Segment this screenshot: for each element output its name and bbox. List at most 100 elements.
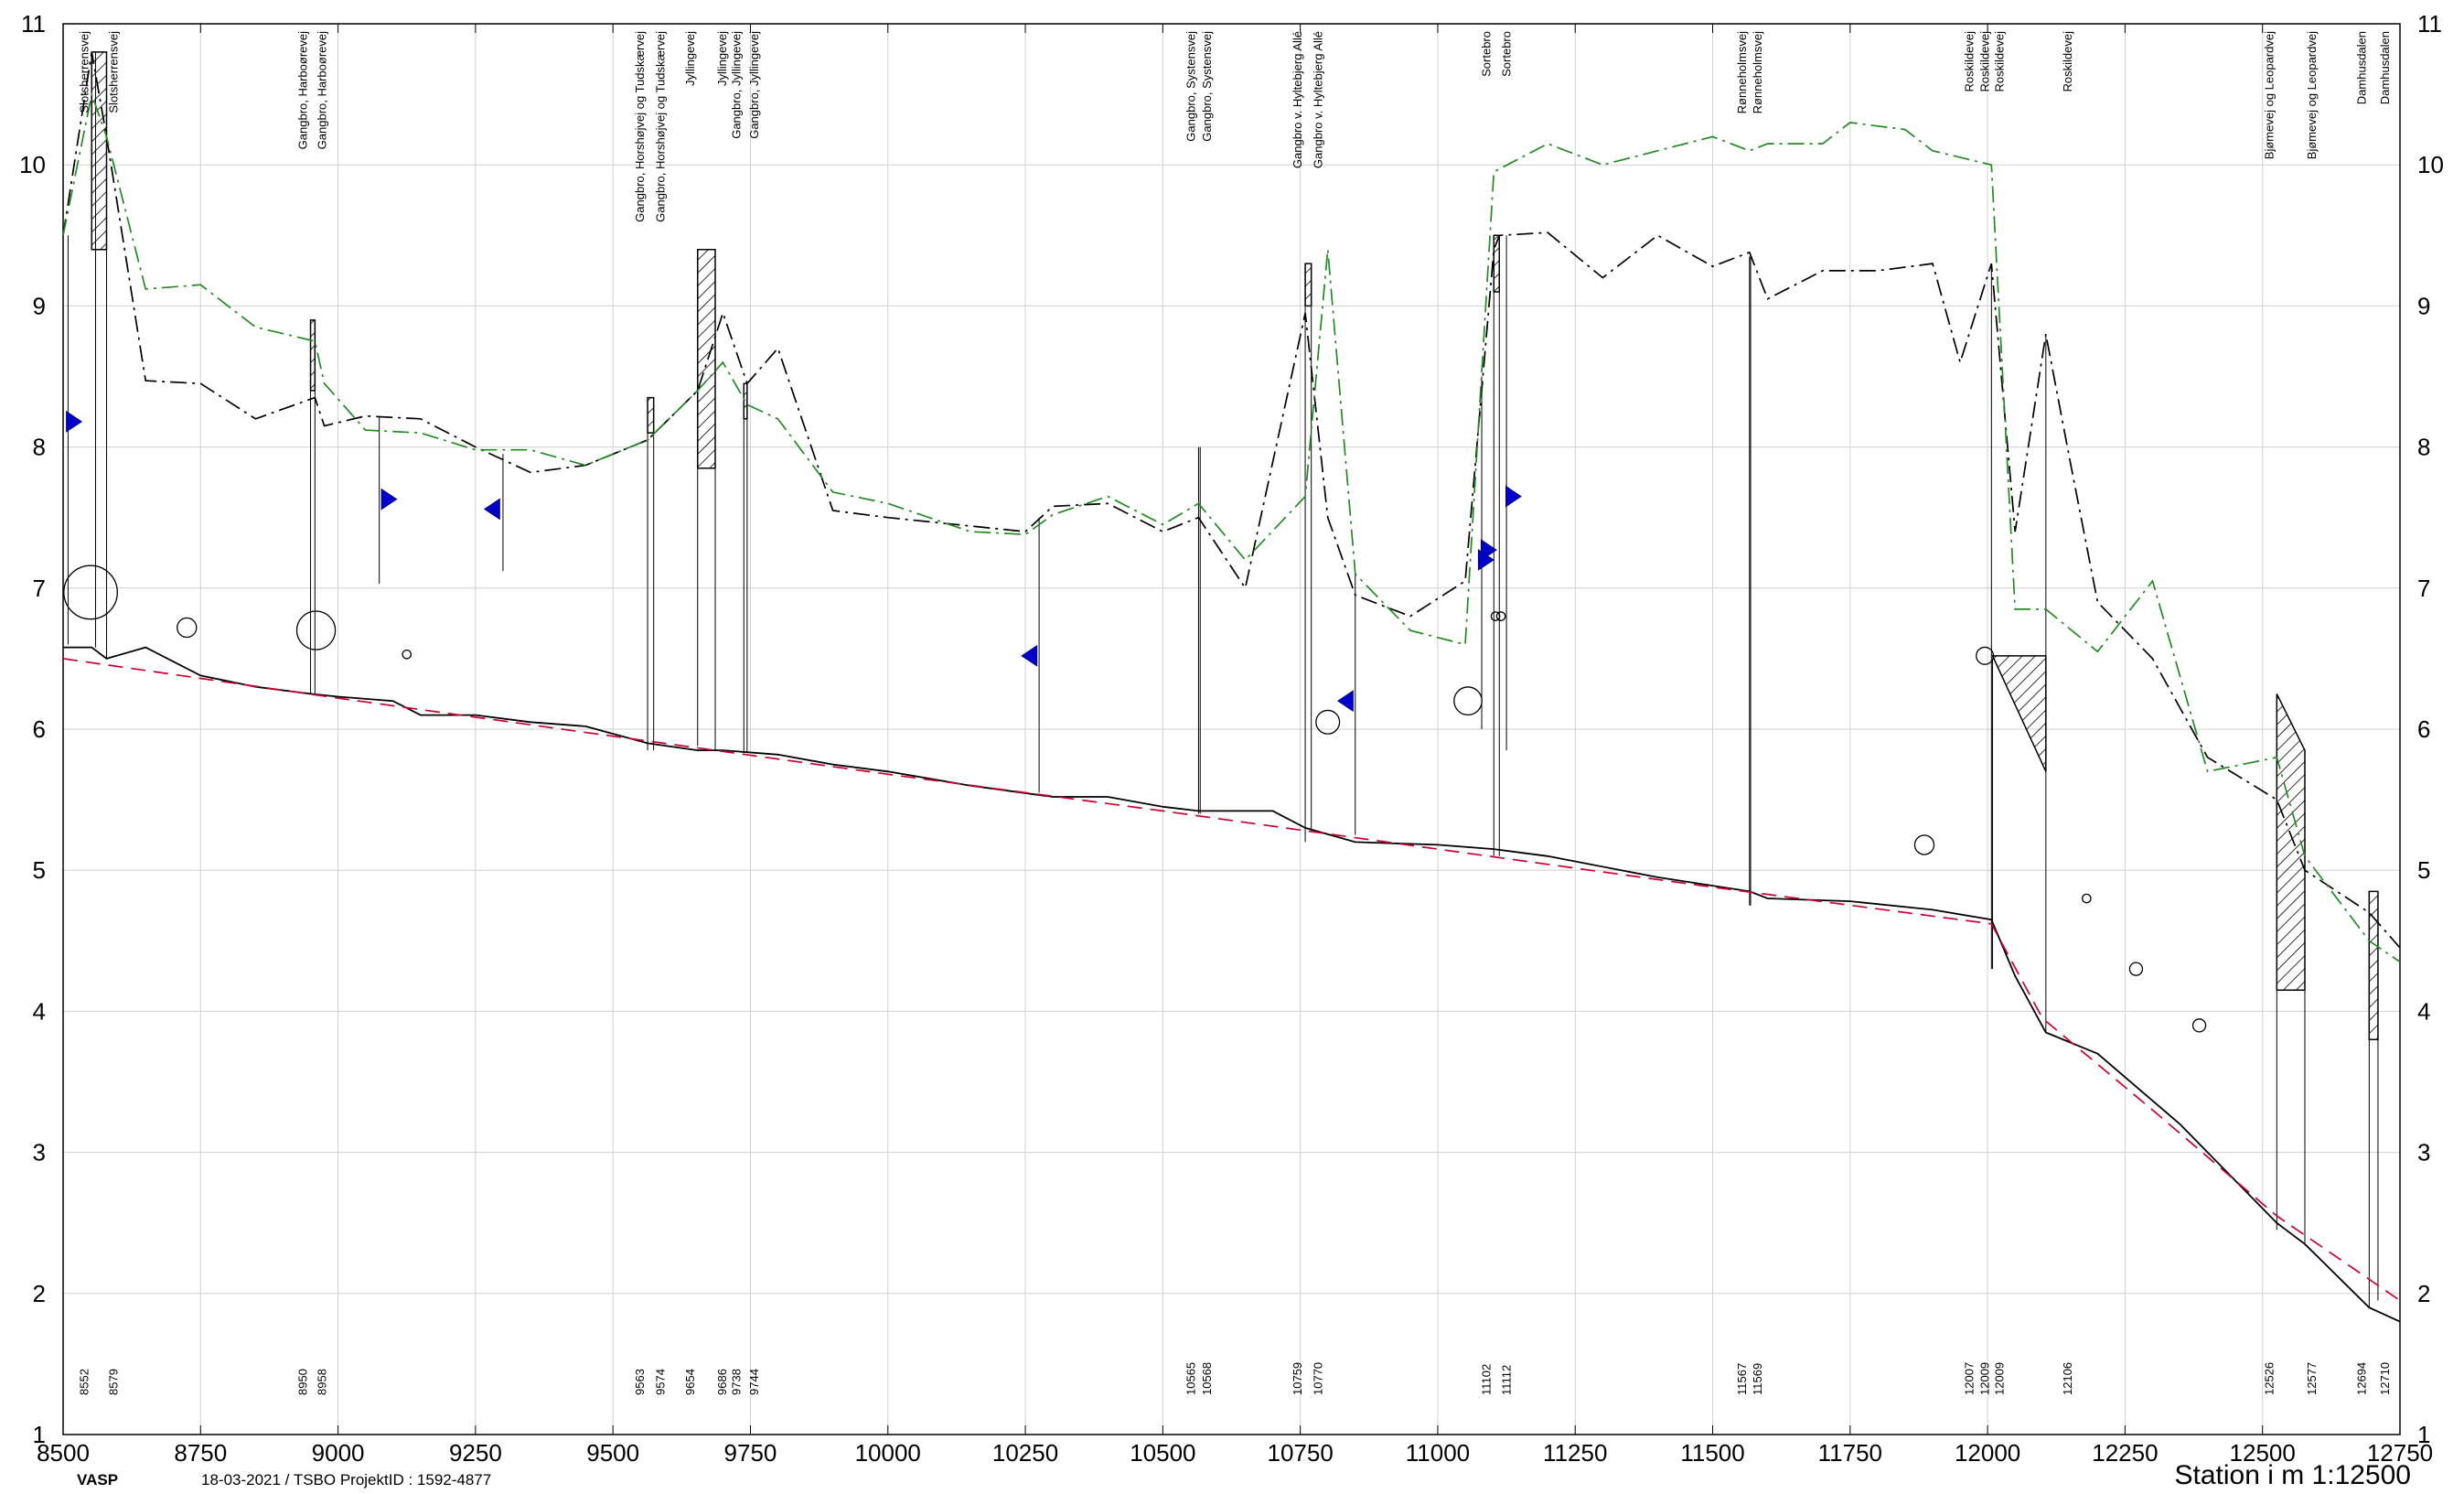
structure-name-label: Gangbro, Harboørevej bbox=[315, 31, 328, 149]
structure-name-label: Gangbro, Harboørevej bbox=[296, 31, 310, 149]
y-tick-label-left: 9 bbox=[33, 292, 46, 319]
y-tick-label-left: 4 bbox=[33, 997, 46, 1025]
structure-name-label: Slotsherrensvej bbox=[77, 31, 91, 113]
structure-name-label: Gangbro, Systensvej bbox=[1184, 31, 1197, 142]
manhole-circles bbox=[63, 564, 2207, 1033]
y-tick-label-left: 7 bbox=[33, 575, 46, 602]
x-tick-label: 12500 bbox=[2230, 1439, 2296, 1467]
hatched-section bbox=[1493, 234, 1501, 293]
x-tick-label: 8750 bbox=[174, 1439, 227, 1467]
station-number-label: 12007 bbox=[1962, 1362, 1976, 1395]
y-tick-label-right: 11 bbox=[2417, 10, 2442, 38]
x-tick-label: 10000 bbox=[855, 1439, 921, 1467]
x-tick-label: 9750 bbox=[724, 1439, 777, 1467]
y-tick-label-right: 2 bbox=[2417, 1280, 2430, 1307]
structure-name-label: Jyllingevej bbox=[683, 31, 697, 86]
x-tick-label: 9250 bbox=[449, 1439, 502, 1467]
x-tick-label: 11750 bbox=[1818, 1439, 1882, 1467]
x-tick-label: 10250 bbox=[992, 1439, 1058, 1467]
station-number-label: 12577 bbox=[2305, 1362, 2319, 1395]
station-number-label: 12710 bbox=[2378, 1362, 2392, 1395]
x-tick-label: 9000 bbox=[312, 1439, 365, 1467]
y-tick-label-right: 4 bbox=[2417, 997, 2430, 1025]
hatched-section bbox=[2276, 693, 2306, 992]
manhole-circle bbox=[295, 610, 337, 650]
structure-name-label: Gangbro, Systensvej bbox=[1200, 31, 1214, 142]
y-tick-label-right: 6 bbox=[2417, 715, 2430, 743]
station-number-label: 8950 bbox=[296, 1369, 310, 1395]
y-tick-label-right: 7 bbox=[2417, 575, 2430, 602]
station-number-label: 11567 bbox=[1735, 1363, 1749, 1395]
level-marker bbox=[1336, 690, 1354, 713]
manhole-circle bbox=[402, 649, 412, 660]
level-marker bbox=[1021, 644, 1038, 667]
x-tick-label: 11250 bbox=[1543, 1439, 1607, 1467]
structure-name-label: Gangbro, Horshøjvej og Tudskærvej bbox=[633, 31, 647, 222]
y-tick-label-left: 3 bbox=[33, 1139, 46, 1166]
x-tick-label: 12250 bbox=[2092, 1439, 2158, 1467]
structure-name-label: Sortebro bbox=[1499, 31, 1513, 77]
station-number-label: 9654 bbox=[683, 1369, 697, 1395]
station-number-label: 10770 bbox=[1312, 1362, 1325, 1395]
station-number-label: 10759 bbox=[1291, 1362, 1304, 1395]
hatched-section bbox=[647, 396, 655, 434]
grid-lines bbox=[62, 23, 2401, 1435]
station-number-label: 9738 bbox=[729, 1369, 743, 1395]
structure-name-label: Damhusdalen bbox=[2354, 31, 2368, 104]
manhole-circle bbox=[2191, 1018, 2207, 1033]
level-marker bbox=[483, 498, 500, 521]
series-terrain-b bbox=[62, 91, 2401, 963]
structure-name-label: Bjømevej og Leopardvej bbox=[2305, 31, 2319, 159]
hatched-section bbox=[2368, 890, 2379, 1040]
y-tick-label-right: 9 bbox=[2417, 292, 2430, 319]
structure-name-label: Sortebro bbox=[1479, 31, 1493, 77]
y-tick-label-left: 8 bbox=[33, 434, 46, 461]
y-tick-label-right: 8 bbox=[2417, 434, 2430, 461]
station-number-label: 12526 bbox=[2262, 1362, 2276, 1395]
station-number-label: 12009 bbox=[1978, 1362, 1992, 1395]
station-number-label: 9574 bbox=[654, 1369, 668, 1395]
level-markers bbox=[66, 410, 1522, 713]
x-tick-label: 12750 bbox=[2367, 1439, 2433, 1467]
series-design bbox=[62, 658, 2401, 1302]
structure-name-label: Jyllingevej bbox=[715, 31, 729, 86]
structure-name-label: Roskildevej bbox=[1978, 31, 1992, 92]
footer-info: 18-03-2021 / TSBO ProjektID : 1592-4877 bbox=[201, 1471, 492, 1489]
manhole-circle bbox=[1490, 611, 1501, 621]
y-tick-label-left: 1 bbox=[33, 1421, 46, 1448]
hatched-section bbox=[743, 382, 748, 420]
station-number-label: 10565 bbox=[1184, 1362, 1197, 1395]
x-tick-label: 10750 bbox=[1267, 1439, 1333, 1467]
series-terrain-a bbox=[62, 51, 2401, 949]
hatched-sections bbox=[91, 51, 2379, 1040]
profile-series bbox=[62, 51, 2401, 1323]
station-number-label: 12106 bbox=[2061, 1362, 2074, 1395]
x-tick-label: 11000 bbox=[1406, 1439, 1470, 1467]
manhole-circle bbox=[63, 564, 118, 620]
structure-name-label: Rønneholmsvej bbox=[1751, 31, 1764, 113]
structure-name-label: Roskildevej bbox=[1962, 31, 1976, 92]
manhole-circle bbox=[2081, 893, 2092, 904]
structure-name-label: Gangbro v. Hyltebjerg Allé bbox=[1312, 31, 1325, 168]
hatched-section bbox=[1991, 655, 2047, 772]
station-number-label: 9744 bbox=[747, 1369, 761, 1395]
station-number-label: 12009 bbox=[1993, 1362, 2007, 1395]
level-marker bbox=[66, 410, 83, 433]
manhole-circle bbox=[177, 617, 198, 639]
manhole-circle bbox=[1453, 686, 1483, 716]
footer-app-name: VASP bbox=[77, 1471, 119, 1489]
structure-name-label: Roskildevej bbox=[2061, 31, 2074, 92]
station-number-label: 8552 bbox=[77, 1369, 91, 1395]
y-tick-label-left: 6 bbox=[33, 715, 46, 743]
station-number-label: 10568 bbox=[1200, 1362, 1214, 1395]
manhole-circle bbox=[2128, 962, 2144, 976]
station-number-label: 11112 bbox=[1499, 1365, 1513, 1395]
x-tick-label: 9500 bbox=[586, 1439, 639, 1467]
footer-scale: Station i m 1:12500 bbox=[2174, 1460, 2411, 1490]
station-number-label: 12694 bbox=[2354, 1362, 2368, 1395]
y-tick-label-left: 10 bbox=[19, 151, 46, 178]
structure-name-label: Gangbro v. Hyltebjerg Allé bbox=[1291, 31, 1304, 168]
structure-name-label: Gangbro, Horshøjvej og Tudskærvej bbox=[654, 31, 668, 222]
level-marker bbox=[1505, 485, 1522, 508]
